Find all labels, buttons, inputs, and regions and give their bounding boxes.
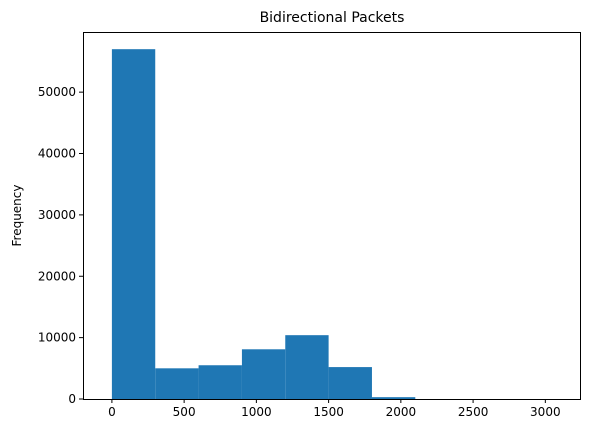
x-axis-ticks: 0 500 1000 1500 2000 2500 3000 <box>108 399 561 419</box>
x-tick-label: 2500 <box>458 405 489 419</box>
histogram-bar <box>285 335 329 399</box>
histogram-bar <box>198 365 242 399</box>
y-tick-label: 40000 <box>38 147 76 161</box>
x-tick-label: 3000 <box>530 405 561 419</box>
histogram-bar <box>111 49 156 399</box>
y-tick-label: 50000 <box>38 85 76 99</box>
x-tick-label: 1000 <box>241 405 272 419</box>
bars-group <box>111 49 416 399</box>
histogram-bar <box>328 367 372 399</box>
y-tick-label: 20000 <box>38 269 76 283</box>
y-axis-ticks: 0 10000 20000 30000 40000 50000 <box>38 85 83 406</box>
y-tick-label: 30000 <box>38 208 76 222</box>
histogram-bar <box>155 368 199 399</box>
x-tick-label: 1500 <box>313 405 344 419</box>
x-tick-label: 500 <box>173 405 196 419</box>
histogram-bar <box>371 397 416 399</box>
x-tick-label: 0 <box>108 405 116 419</box>
chart-title: Bidirectional Packets <box>260 10 405 26</box>
histogram-bar <box>241 349 286 399</box>
y-axis-label: Frequency <box>10 185 24 247</box>
plot-frame <box>83 32 581 400</box>
y-tick-label: 10000 <box>38 331 76 345</box>
y-tick-label: 0 <box>68 392 76 406</box>
x-tick-label: 2000 <box>386 405 417 419</box>
